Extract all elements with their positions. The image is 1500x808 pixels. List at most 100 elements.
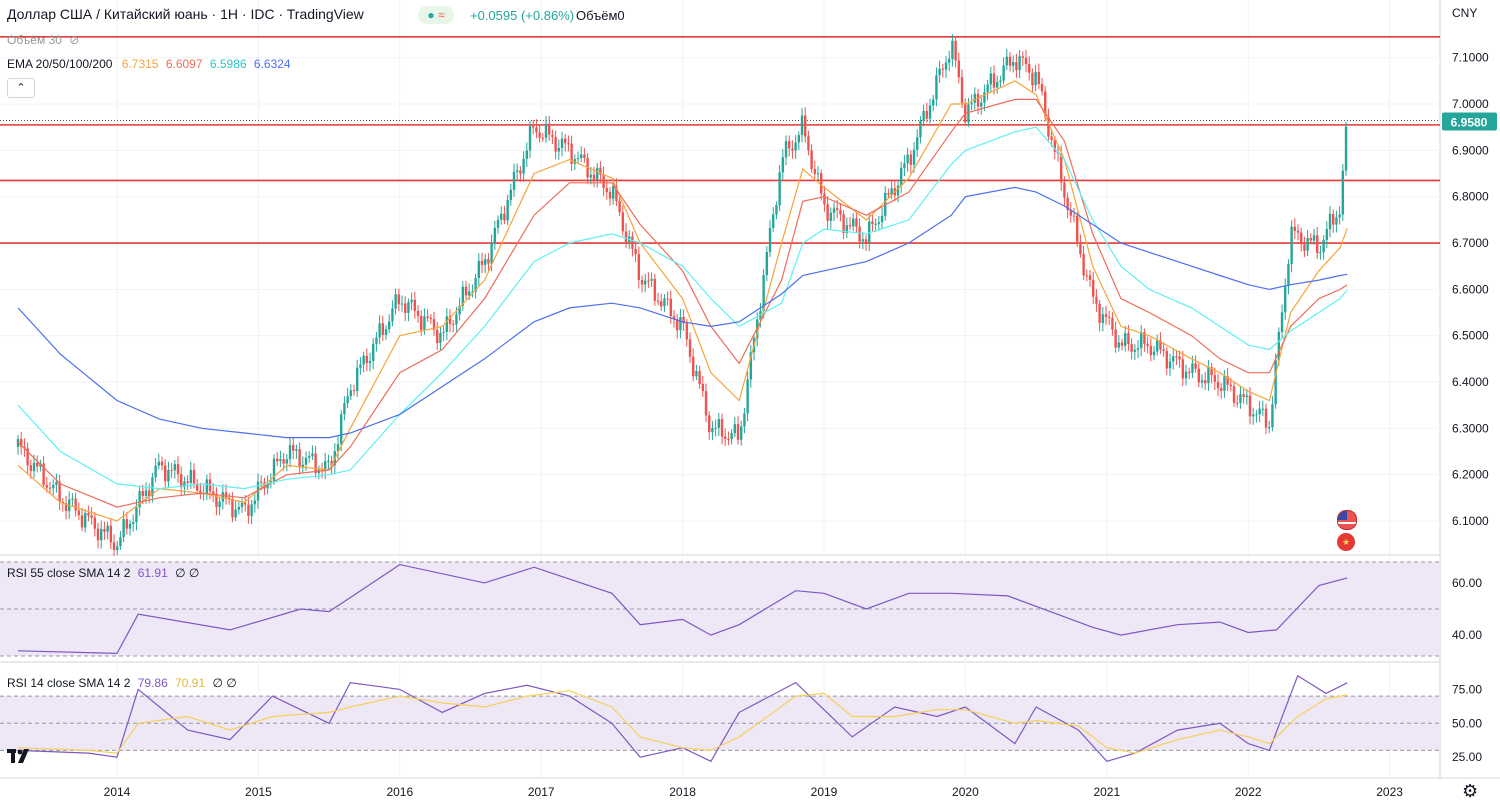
candle-body [992, 73, 996, 88]
candle-body [554, 137, 557, 152]
candle-body [1159, 340, 1162, 350]
candle-body [631, 236, 634, 249]
candle-body [1236, 402, 1239, 404]
candle-body [720, 419, 724, 437]
candle-body [132, 522, 135, 524]
candle-body [765, 251, 769, 275]
rsi-band-fill [0, 696, 1440, 751]
candle-body [1044, 91, 1047, 117]
rsi55-legend[interactable]: RSI 55 close SMA 14 2 61.91 ∅ ∅ [7, 566, 199, 580]
candle-body [314, 453, 317, 474]
candle-body [660, 301, 663, 307]
candle-body [42, 463, 45, 485]
horizontal-levels[interactable] [0, 36, 1440, 244]
candle-body [557, 147, 561, 152]
x-tick-label: 2016 [386, 785, 413, 799]
candle-body [746, 379, 749, 414]
candle-body [1335, 217, 1338, 225]
tradingview-logo[interactable] [6, 745, 36, 769]
candle-body [890, 188, 893, 195]
candle-body [58, 481, 61, 502]
candle-body [599, 167, 602, 175]
candle-body [848, 225, 852, 227]
china-flag-icon[interactable]: ★ [1337, 533, 1355, 551]
candle-body [490, 242, 493, 264]
candle-body [807, 136, 810, 151]
eye-hidden-icon[interactable]: ⊘ [69, 33, 80, 47]
candle-body [813, 168, 817, 174]
candle-body [656, 300, 660, 302]
candle-body [592, 174, 596, 180]
volume-label: Объём0 [576, 8, 625, 23]
ema-legend[interactable]: EMA 20/50/100/200 6.7315 6.6097 6.5986 6… [7, 57, 291, 71]
candle-body [935, 75, 938, 100]
candle-body [1021, 56, 1025, 58]
currency-label: CNY [1452, 6, 1478, 20]
candle-body [170, 469, 173, 471]
candle-body [864, 239, 868, 243]
settings-gear-icon[interactable]: ⚙ [1462, 781, 1479, 801]
collapse-legend-button[interactable]: ⌃ [7, 78, 35, 98]
candle-body [1264, 408, 1268, 428]
candle-body [1076, 216, 1079, 242]
candle-body [100, 528, 103, 541]
candle-body [1197, 368, 1201, 383]
candle-body [148, 490, 151, 497]
candle-body [788, 141, 791, 149]
candle-body [1130, 344, 1133, 352]
candle-body [436, 329, 439, 344]
candle-body [900, 167, 903, 186]
candle-body [285, 459, 289, 464]
candle-body [138, 491, 141, 508]
ema-label: EMA 20/50/100/200 [7, 57, 113, 71]
rsi-tick-label: 25.00 [1452, 750, 1482, 764]
candle-body [324, 461, 327, 472]
candle-body [1261, 408, 1265, 410]
candle-body [644, 280, 647, 285]
candle-body [471, 291, 474, 293]
candle-body [1085, 275, 1089, 277]
y-tick-label: 6.7000 [1452, 236, 1489, 250]
candle-body [432, 319, 436, 330]
candle-body [1146, 343, 1149, 347]
us-flag-icon[interactable] [1337, 510, 1357, 530]
candle-body [653, 278, 657, 301]
candle-body [717, 419, 721, 428]
candle-body [781, 157, 785, 173]
candle-body [708, 415, 711, 433]
market-status-icon: ● ≈ [418, 6, 454, 24]
candle-body [522, 158, 525, 174]
candle-body [1108, 316, 1111, 318]
candle-body [356, 367, 359, 391]
candle-body [1207, 367, 1210, 384]
candle-body [932, 99, 935, 106]
candle-body [292, 445, 295, 451]
candle-body [560, 138, 564, 148]
x-tick-label: 2017 [528, 785, 555, 799]
candle-body [1095, 296, 1098, 304]
candle-body [420, 315, 423, 330]
candle-body [666, 298, 669, 300]
candle-body [64, 503, 68, 512]
candle-body [119, 537, 122, 547]
candle-body [391, 308, 394, 322]
x-tick-label: 2018 [669, 785, 696, 799]
candle-body [1127, 333, 1130, 345]
candle-body [180, 474, 183, 488]
candle-body [157, 461, 161, 466]
last-price-label: 6.9580 [1451, 115, 1488, 129]
candle-body [480, 260, 484, 265]
ema-line-ema20 [17, 80, 1348, 522]
rsi14-legend[interactable]: RSI 14 close SMA 14 2 79.86 70.91 ∅ ∅ [7, 676, 237, 690]
volume-indicator-label[interactable]: Объём 30 ⊘ [7, 33, 80, 47]
candle-body [967, 104, 970, 122]
candle-body [423, 316, 426, 330]
candle-body [410, 299, 413, 303]
candle-body [1111, 317, 1114, 330]
candle-body [880, 215, 884, 223]
candle-body [800, 115, 804, 136]
candle-body [260, 481, 263, 483]
candle-body [228, 497, 231, 499]
candle-body [1200, 380, 1204, 383]
